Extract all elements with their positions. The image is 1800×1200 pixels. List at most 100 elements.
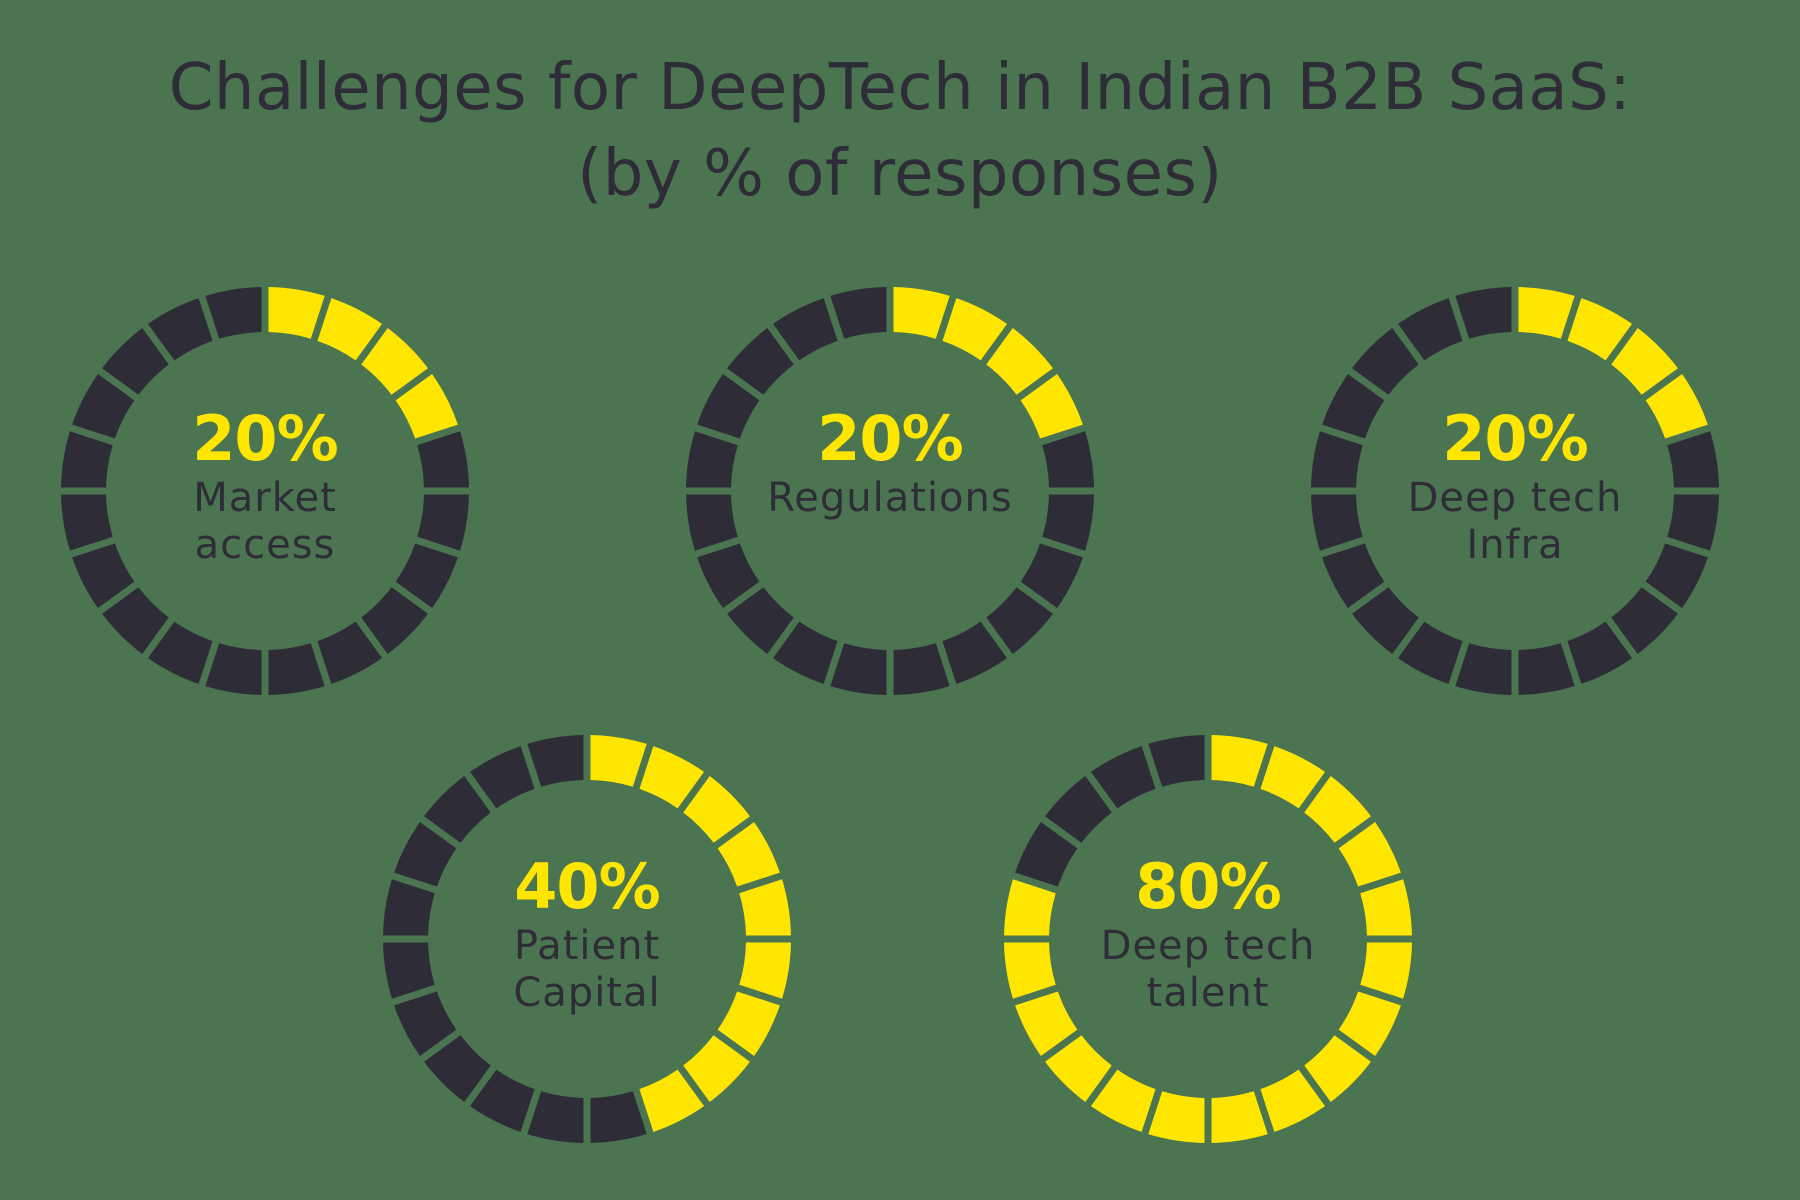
donut-patient-capital: 40% Patient Capital [377,729,797,1149]
donut-label-line: Infra [1466,522,1564,568]
donut-segment-empty [394,821,457,887]
donut-segment-filled [1567,298,1633,361]
donut-segment-empty [424,776,491,843]
donut-segment-empty [697,373,760,439]
donut-segment-empty [1042,431,1094,488]
donut-segment-empty [1518,643,1575,695]
donut-value: 40% [514,850,660,923]
donut-value: 20% [817,402,963,475]
donut-segment-filled [893,287,950,339]
donut-value: 20% [1442,402,1588,475]
donut-segment-empty [1455,643,1512,695]
donut-label: Deep tech talent [998,923,1418,1017]
donut-ring [61,287,469,695]
donut-segment-empty [1645,543,1708,609]
donut-deep-tech-talent: 80% Deep tech talent [998,729,1418,1149]
donut-label-line: Deep tech [1100,923,1316,969]
donut-segment-empty [205,643,262,695]
donut-segment-filled [942,298,1008,361]
donut-segment-empty [469,746,535,809]
donut-segment-empty [317,621,383,684]
donut-segment-filled [1211,1091,1268,1143]
donut-segment-filled [1004,879,1056,936]
donut-segment-empty [1042,494,1094,551]
donut-segment-filled [590,735,647,787]
donut-segment-empty [424,1035,491,1102]
donut-segment-filled [1645,373,1708,439]
donut-segment-empty [147,621,213,684]
donut-segment-filled [1148,1091,1205,1143]
donut-segment-empty [417,431,469,488]
donut-segment-empty [147,298,213,361]
donut-segment-empty [1352,587,1419,654]
chart-subtitle: (by % of responses) [577,137,1223,211]
donut-label-line: talent [1146,970,1270,1016]
donut-segment-empty [1090,746,1156,809]
donut-label-line: Market [193,475,337,521]
donut-label-line: Regulations [767,475,1013,521]
donut-segment-empty [383,879,435,936]
donut-segment-filled [1360,942,1412,999]
donut-label-line: Patient [513,923,661,969]
donut-segment-empty [61,494,113,551]
donut-segment-empty [205,287,262,339]
donut-segment-filled [395,373,458,439]
donut-segment-empty [1020,543,1083,609]
donut-segment-filled [1338,821,1401,887]
donut-segment-filled [1518,287,1575,339]
donut-ring [686,287,1094,695]
donut-segment-filled [1360,879,1412,936]
donut-segment-empty [61,431,113,488]
donut-label-line: Capital [513,970,661,1016]
donut-segment-empty [686,494,738,551]
donut-label: Market access [55,475,475,569]
donut-segment-empty [395,543,458,609]
donut-segment-empty [1322,373,1385,439]
donut-segment-empty [1352,328,1419,395]
donut-segment-filled [317,298,383,361]
donut-segment-empty [1322,543,1385,609]
donut-segment-empty [727,328,794,395]
donut-value: 80% [1135,850,1281,923]
donut-deep-tech-infra: 20% Deep tech Infra [1305,281,1725,701]
donut-regulations: 20% Regulations [680,281,1100,701]
donut-segment-filled [1304,776,1371,843]
donut-segment-empty [772,298,838,361]
donut-segment-filled [1015,991,1078,1057]
donut-segment-filled [683,776,750,843]
donut-segment-filled [268,287,325,339]
donut-segment-filled [717,821,780,887]
donut-segment-filled [1045,1035,1112,1102]
donut-segment-empty [361,587,428,654]
donut-ring [1311,287,1719,695]
donut-segment-empty [72,373,135,439]
donut-segment-empty [1311,494,1363,551]
donut-segment-filled [986,328,1053,395]
donut-segment-filled [1304,1035,1371,1102]
donut-segment-filled [1260,1069,1326,1132]
donut-segment-empty [1311,431,1363,488]
donut-segment-filled [683,1035,750,1102]
donut-label: Regulations [680,475,1100,522]
donut-segment-empty [268,643,325,695]
donut-segment-empty [1611,587,1678,654]
donut-segment-empty [72,543,135,609]
donut-segment-filled [1004,942,1056,999]
donut-segment-empty [1397,621,1463,684]
donut-segment-empty [383,942,435,999]
donut-segment-filled [717,991,780,1057]
donut-segment-empty [697,543,760,609]
donut-label: Patient Capital [377,923,797,1017]
donut-segment-empty [727,587,794,654]
donut-label-line: Deep tech [1407,475,1623,521]
donut-segment-empty [986,587,1053,654]
donut-segment-empty [1667,494,1719,551]
donut-ring [383,735,791,1143]
donut-segment-empty [942,621,1008,684]
donut-segment-empty [1567,621,1633,684]
donut-segment-filled [1090,1069,1156,1132]
donut-segment-filled [361,328,428,395]
donut-segment-empty [1015,821,1078,887]
donut-segment-filled [639,746,705,809]
donut-segment-empty [772,621,838,684]
